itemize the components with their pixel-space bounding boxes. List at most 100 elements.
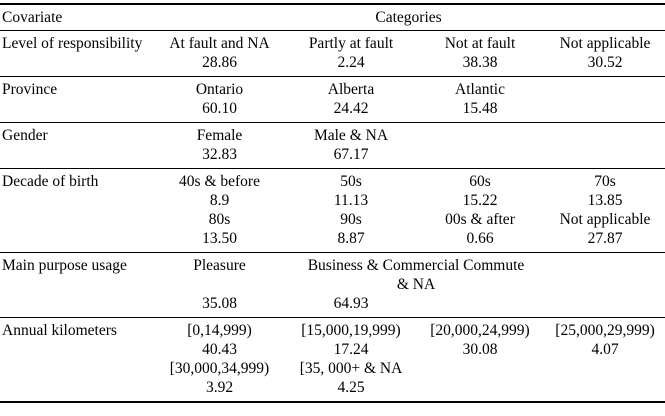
covariate-cell: Gender <box>2 127 48 144</box>
category-value-cell: 38.38 <box>415 53 545 77</box>
empty-cell <box>0 191 152 210</box>
category-value-row: 35.08 64.93 <box>0 294 665 318</box>
empty-cell <box>0 294 152 318</box>
empty-cell <box>0 99 152 123</box>
category-label-cell: 40s & before <box>179 173 260 190</box>
empty-cell <box>545 378 665 403</box>
category-value-cell: 0.66 <box>415 229 545 253</box>
category-value-cell: 24.42 <box>287 99 415 123</box>
category-value-cell: 30.08 <box>462 341 498 358</box>
category-value-cell: 2.24 <box>287 53 415 77</box>
empty-cell <box>415 294 545 318</box>
covariate-categories-table: Covariate Categories Level of responsibi… <box>0 3 665 403</box>
category-label-cell: [35, 000+ & NA <box>299 360 403 377</box>
empty-cell <box>545 77 665 100</box>
category-value-row: 32.83 67.17 <box>0 145 665 169</box>
category-value-cell: 13.85 <box>587 192 623 209</box>
category-label-cell: 80s <box>208 211 231 228</box>
category-label-cell: 90s <box>340 211 362 228</box>
empty-cell <box>415 123 545 146</box>
category-label-cell: Not applicable <box>559 35 651 52</box>
category-label-cell: Not applicable <box>559 211 651 228</box>
category-value-cell: 32.83 <box>152 145 287 169</box>
empty-cell <box>545 99 665 123</box>
empty-cell <box>545 359 665 378</box>
covariate-cell: Main purpose usage <box>2 257 127 274</box>
category-value-cell: 67.17 <box>287 145 415 169</box>
covariate-cell: Annual kilometers <box>2 322 117 339</box>
category-value-cell: 35.08 <box>152 294 287 318</box>
category-value-row: 60.10 24.42 15.48 <box>0 99 665 123</box>
section-annual-kilometers: Annual kilometers [0,14,999) [15,000,19,… <box>0 318 665 403</box>
empty-cell <box>545 294 665 318</box>
category-value-cell: 3.92 <box>152 378 287 403</box>
category-label-cell: 70s <box>594 173 616 190</box>
category-label-row: [30,000,34,999) [35, 000+ & NA <box>0 359 665 378</box>
category-label-row: Decade of birth 40s & before 50s 60s 70s <box>0 169 665 192</box>
covariate-cell: Decade of birth <box>2 173 99 190</box>
category-value-cell: 64.93 <box>287 294 415 318</box>
section-gender: Gender Female Male & NA 32.83 67.17 <box>0 123 665 169</box>
category-value-cell: 15.48 <box>415 99 545 123</box>
category-label-row: 80s 90s 00s & after Not applicable <box>0 210 665 229</box>
category-label-cell: At fault and NA <box>169 35 270 52</box>
category-label-cell: 00s & after <box>445 211 515 228</box>
section-main-purpose-usage: Main purpose usage Pleasure Business & C… <box>0 253 665 318</box>
section-province: Province Ontario Alberta Atlantic 60.10 … <box>0 77 665 123</box>
category-value-cell: 17.24 <box>333 341 369 358</box>
category-value-row: 28.86 2.24 38.38 30.52 <box>0 53 665 77</box>
category-value-cell: 28.86 <box>152 53 287 77</box>
covariate-cell: Province <box>2 81 58 98</box>
category-label-cell: Business & Commercial Commute & NA <box>307 257 525 293</box>
category-label-cell: [30,000,34,999) <box>169 360 270 377</box>
categories-column-header: Categories <box>152 3 665 31</box>
category-value-cell: 8.9 <box>209 192 230 209</box>
empty-cell <box>545 145 665 169</box>
empty-cell <box>545 253 665 295</box>
category-label-cell: Atlantic <box>455 81 505 98</box>
empty-cell <box>0 378 152 403</box>
category-label-row: Gender Female Male & NA <box>0 123 665 146</box>
category-label-row: Level of responsibility At fault and NA … <box>0 31 665 54</box>
empty-cell <box>0 145 152 169</box>
category-label-cell: [15,000,19,999) <box>301 322 401 339</box>
table-header: Covariate Categories <box>0 3 665 31</box>
section-decade-of-birth: Decade of birth 40s & before 50s 60s 70s… <box>0 169 665 253</box>
empty-cell <box>0 229 152 253</box>
category-value-row: 8.9 11.13 15.22 13.85 <box>0 191 665 210</box>
category-label-cell: Partly at fault <box>308 35 394 52</box>
section-level-of-responsibility: Level of responsibility At fault and NA … <box>0 31 665 77</box>
category-value-cell: 30.52 <box>545 53 665 77</box>
empty-cell <box>415 359 545 378</box>
category-value-cell: 40.43 <box>202 341 237 358</box>
category-value-cell: 60.10 <box>152 99 287 123</box>
category-value-cell: 8.87 <box>287 229 415 253</box>
category-label-cell: Alberta <box>327 81 375 98</box>
category-value-row: 13.50 8.87 0.66 27.87 <box>0 229 665 253</box>
category-label-cell: Pleasure <box>193 257 246 274</box>
category-value-cell: 15.22 <box>462 192 498 209</box>
category-value-cell: 11.13 <box>333 192 369 209</box>
category-value-cell: 4.25 <box>287 378 415 403</box>
category-value-cell: 4.07 <box>591 341 619 358</box>
empty-cell <box>0 210 152 229</box>
empty-cell <box>0 53 152 77</box>
category-label-cell: [20,000,24,999) <box>430 322 530 339</box>
category-value-cell: 27.87 <box>545 229 665 253</box>
empty-cell <box>0 359 152 378</box>
category-label-row: Main purpose usage Pleasure Business & C… <box>0 253 665 295</box>
category-label-cell: Not at fault <box>444 35 516 52</box>
category-label-cell: Male & NA <box>313 127 389 144</box>
category-label-row: Province Ontario Alberta Atlantic <box>0 77 665 100</box>
category-label-cell: [0,14,999) <box>187 322 252 339</box>
category-value-row: 40.43 17.24 30.08 4.07 <box>0 340 665 359</box>
empty-cell <box>415 145 545 169</box>
category-value-cell: 13.50 <box>152 229 287 253</box>
category-label-cell: 60s <box>469 173 491 190</box>
category-label-cell: [25,000,29,999) <box>555 322 655 339</box>
empty-cell <box>545 123 665 146</box>
table-header-row: Covariate Categories <box>0 3 665 31</box>
category-value-row: 3.92 4.25 <box>0 378 665 403</box>
category-label-cell: Female <box>196 127 243 144</box>
category-label-cell: Ontario <box>195 81 244 98</box>
